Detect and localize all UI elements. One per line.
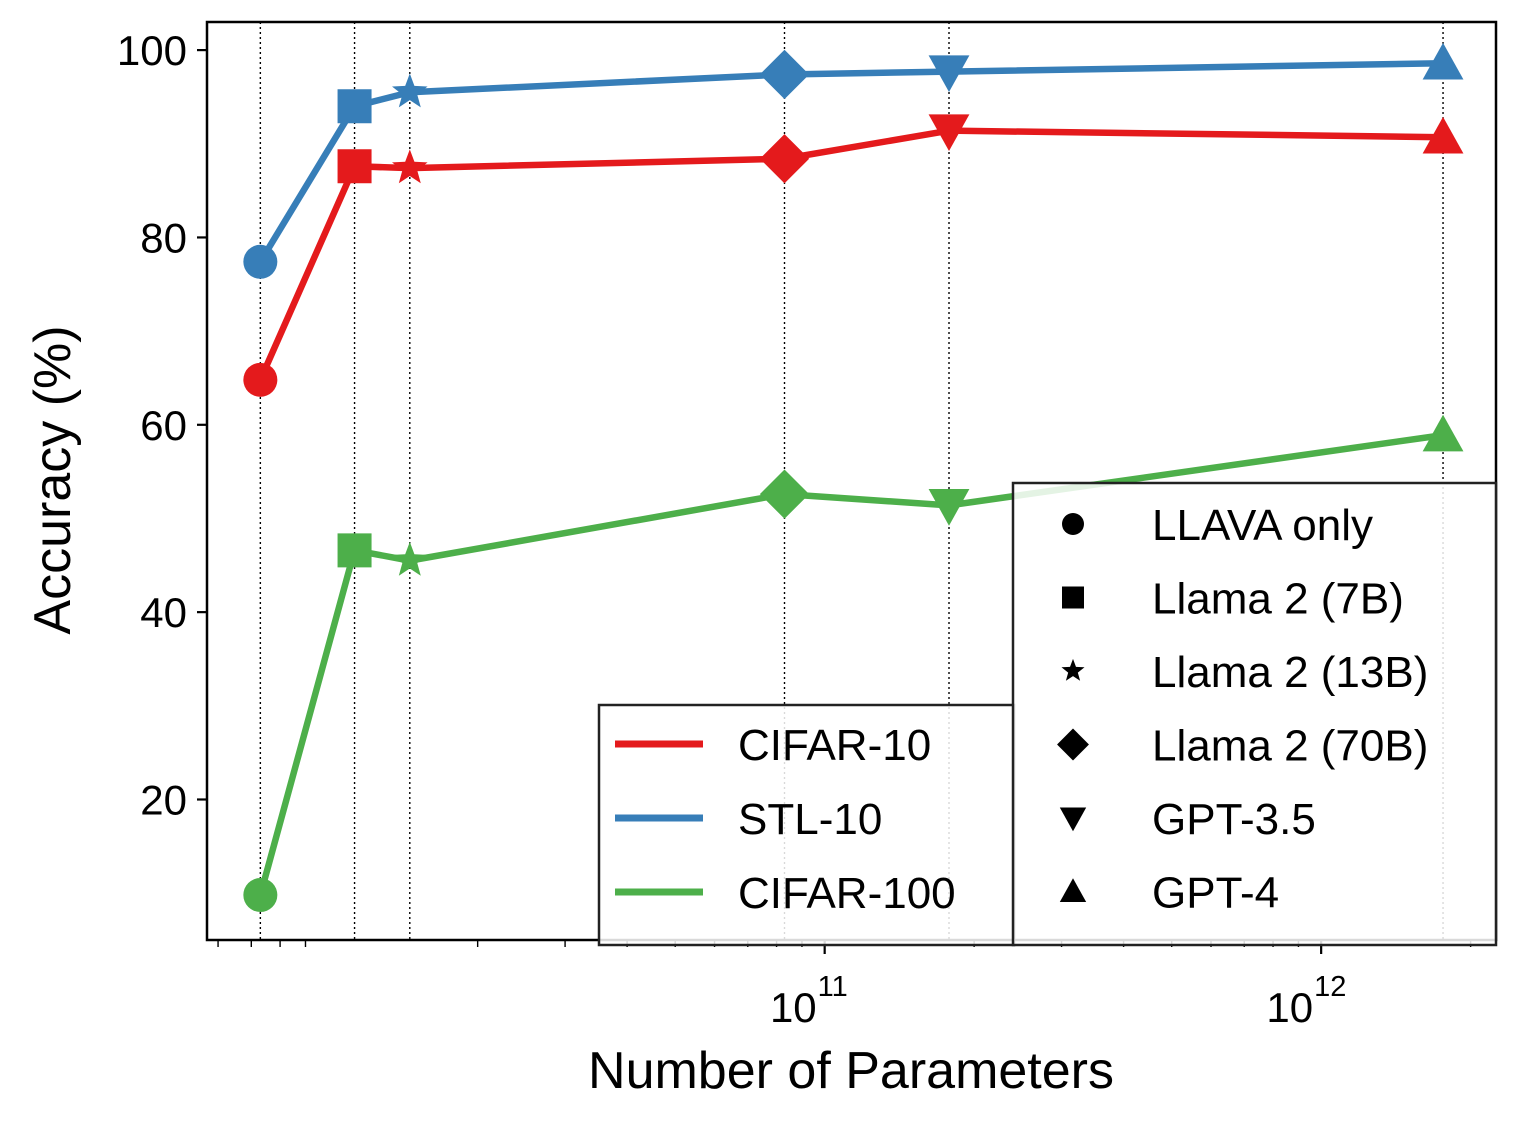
dataset-legend: CIFAR-10 STL-10 CIFAR-100 <box>597 703 1016 947</box>
data-point-stl-10-llama-2-7b <box>337 89 372 124</box>
x-tick-exponent: 12 <box>1314 971 1346 1003</box>
data-point-cifar-100-gpt-3-5 <box>928 489 970 526</box>
y-tick-label: 100 <box>117 27 187 74</box>
legend-marker-circle-icon <box>1062 513 1084 535</box>
y-tick-label: 60 <box>140 402 187 449</box>
x-axis-label: Number of Parameters <box>588 1042 1114 1100</box>
legend-label-gpt-3-5: GPT-3.5 <box>1152 795 1316 844</box>
series-cifar-10 <box>243 114 1464 397</box>
x-tick-base: 10 <box>1266 984 1313 1031</box>
series-line-stl-10 <box>257 59 1447 266</box>
data-point-cifar-10-llama-2-70b <box>759 134 810 184</box>
data-point-cifar-100-llama-2-7b <box>337 533 372 568</box>
series-layer <box>243 42 1464 913</box>
data-point-cifar-100-llava-only <box>243 878 278 913</box>
legend-label-llama-2-7b: Llama 2 (7B) <box>1152 575 1404 624</box>
legend-label-llama-2-13b: Llama 2 (13B) <box>1152 648 1428 697</box>
data-point-stl-10-llama-2-70b <box>759 49 810 100</box>
legend-entry-llama-2-7b: Llama 2 (7B) <box>1062 575 1404 624</box>
data-point-cifar-10-llava-only <box>243 362 278 397</box>
data-point-cifar-10-llama-2-7b <box>337 149 372 184</box>
y-axis-label: Accuracy (%) <box>24 325 82 634</box>
model-legend-frame <box>1011 481 1498 947</box>
legend-marker-square-icon <box>1062 586 1084 609</box>
x-tick-label: 10 12 <box>1266 971 1346 1031</box>
data-point-cifar-10-llama-2-13b <box>392 149 428 184</box>
legend-entry-cifar-100: CIFAR-100 <box>615 869 956 918</box>
legend-marker-star-icon <box>1061 658 1085 681</box>
legend-label-cifar-100: CIFAR-100 <box>738 869 956 918</box>
legend-label-gpt-4: GPT-4 <box>1152 869 1279 918</box>
legend-entry-llama-2-13b: Llama 2 (13B) <box>1061 648 1428 697</box>
model-legend: LLAVA only Llama 2 (7B) Llama 2 (13B) Llama… <box>1011 481 1498 947</box>
legend-marker-triangle-up-icon <box>1059 878 1087 903</box>
series-line-cifar-10 <box>257 127 1447 384</box>
y-tick-label: 20 <box>140 776 187 823</box>
data-point-stl-10-gpt-4 <box>1422 42 1464 80</box>
legend-entry-cifar-10: CIFAR-10 <box>615 721 931 770</box>
y-tick-label: 80 <box>140 214 187 261</box>
data-point-cifar-100-llama-2-13b <box>392 541 428 576</box>
legend-label-llama-2-70b: Llama 2 (70B) <box>1152 722 1428 771</box>
x-tick-exponent: 11 <box>818 971 848 1003</box>
data-point-cifar-100-llama-2-70b <box>759 469 810 519</box>
data-point-stl-10-llava-only <box>243 244 278 279</box>
legend-label-llava-only: LLAVA only <box>1152 501 1373 550</box>
legend-marker-triangle-down-icon <box>1059 807 1087 832</box>
series-stl-10 <box>243 42 1464 279</box>
y-tick-label: 40 <box>140 589 187 636</box>
legend-label-cifar-10: CIFAR-10 <box>738 721 931 770</box>
legend-entry-llava-only: LLAVA only <box>1062 501 1373 550</box>
data-point-stl-10-gpt-3-5 <box>928 55 970 93</box>
legend-entry-stl-10: STL-10 <box>615 795 882 844</box>
x-tick-base: 10 <box>770 984 817 1031</box>
data-point-cifar-10-gpt-4 <box>1422 116 1464 154</box>
x-tick-label: 10 11 <box>770 971 848 1031</box>
data-point-stl-10-llama-2-13b <box>392 73 428 108</box>
legend-marker-diamond-icon <box>1057 728 1089 761</box>
data-point-cifar-100-gpt-4 <box>1422 414 1464 452</box>
legend-entry-llama-2-70b: Llama 2 (70B) <box>1057 722 1428 771</box>
legend-label-stl-10: STL-10 <box>738 795 882 844</box>
data-point-cifar-10-gpt-3-5 <box>928 114 970 152</box>
legend-entry-gpt-4: GPT-4 <box>1059 869 1279 918</box>
legend-entry-gpt-3-5: GPT-3.5 <box>1059 795 1316 844</box>
